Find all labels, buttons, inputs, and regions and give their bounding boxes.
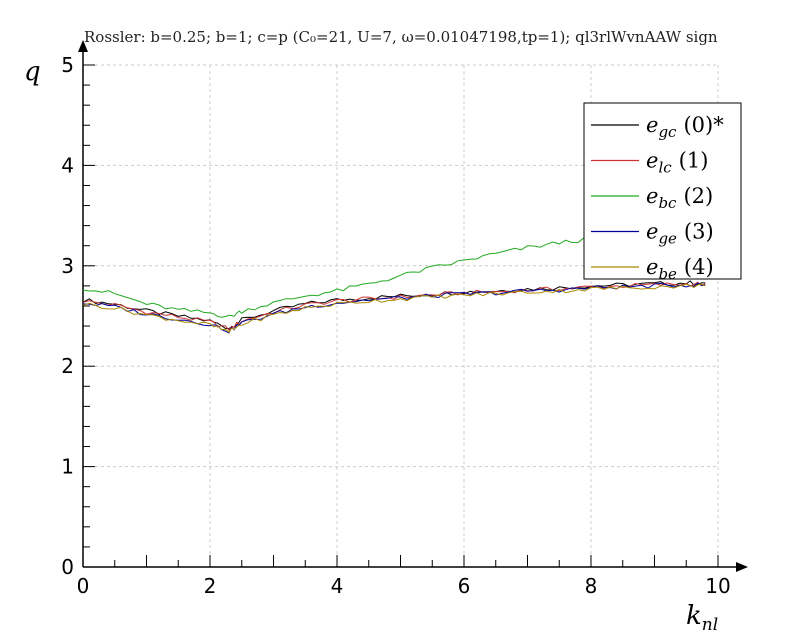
- y-axis-label: q: [24, 57, 41, 87]
- tick-marks: [82, 64, 719, 568]
- legend-entry-bc: ebc (2): [646, 184, 713, 212]
- x-axis-label-main: k: [686, 601, 702, 631]
- x-tick-label: 8: [585, 574, 598, 598]
- series-line-be: [82, 283, 706, 334]
- y-tick-label: 2: [61, 354, 74, 378]
- legend-entry-ge: ege (3): [646, 220, 714, 248]
- x-tick-label: 4: [331, 574, 344, 598]
- series-line-lc: [82, 281, 706, 332]
- legend-entry-gc: egc (0)*: [646, 113, 724, 141]
- x-tick-label: 2: [204, 574, 217, 598]
- y-tick-label: 0: [61, 555, 74, 579]
- chart-title: Rossler: b=0.25; b=1; c=p (C₀=21, U=7, ω…: [84, 28, 718, 46]
- x-tick-label: 10: [705, 574, 730, 598]
- tick-labels: 0 2 4 6 8 10 0 1 2 3 4 5: [61, 53, 730, 598]
- x-tick-label: 0: [77, 574, 90, 598]
- x-axis-label: knl: [686, 601, 718, 633]
- legend-entry-lc: elc (1): [646, 149, 708, 177]
- y-tick-label: 1: [61, 455, 74, 479]
- y-tick-label: 5: [61, 53, 74, 77]
- x-tick-label: 6: [458, 574, 471, 598]
- series-line-gc: [82, 280, 706, 330]
- legend-box: [583, 102, 742, 280]
- x-axis-label-sub: nl: [702, 615, 718, 633]
- series-line-ge: [82, 282, 706, 334]
- legend-entry-be: ebe (4): [646, 255, 714, 283]
- x-axis-arrow: [736, 562, 748, 572]
- y-tick-label: 4: [61, 153, 74, 177]
- legend: egc (0)* elc (1) ebc (2) ege (3) ebe (4): [583, 102, 742, 283]
- axes: [78, 40, 748, 572]
- y-tick-label: 3: [61, 254, 74, 278]
- y-axis-arrow: [78, 40, 88, 52]
